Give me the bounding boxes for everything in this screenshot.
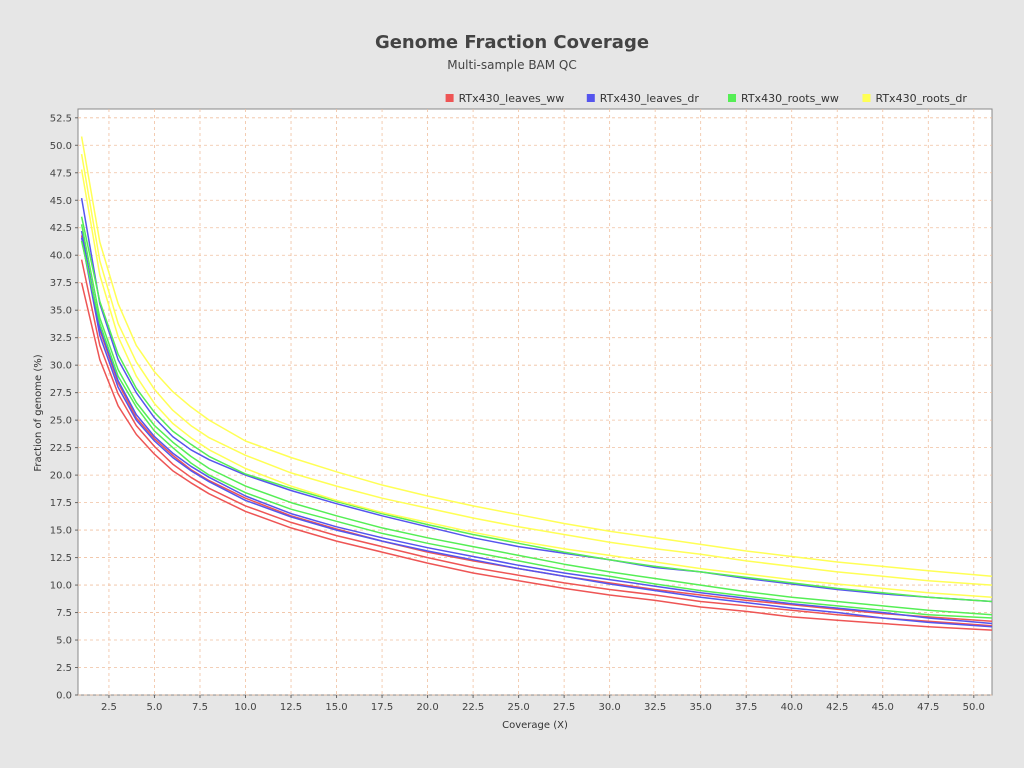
y-tick-label: 12.5 [50, 553, 72, 564]
legend-label: RTx430_roots_ww [741, 92, 839, 105]
x-axis-ticks: 2.5 5.0 7.5 10.0 12.5 15.0 17.5 20.0 22.5 25.0 27.… [101, 695, 985, 713]
series-line-rtx430-roots-ww [80, 240, 993, 619]
chart-title: Genome Fraction Coverage [375, 32, 649, 53]
x-tick-label: 15.0 [325, 702, 347, 713]
x-tick-label: 37.5 [735, 702, 757, 713]
x-tick-label: 7.5 [192, 702, 208, 713]
x-tick-label: 17.5 [371, 702, 393, 713]
x-tick-label: 32.5 [644, 702, 666, 713]
y-tick-label: 0.0 [56, 691, 72, 702]
y-tick-label: 22.5 [50, 443, 72, 454]
x-tick-label: 40.0 [781, 702, 803, 713]
x-tick-label: 50.0 [963, 702, 985, 713]
legend-label: RTx430_leaves_dr [600, 92, 700, 105]
series-line-rtx430-roots-ww [80, 224, 993, 616]
x-tick-label: 42.5 [826, 702, 848, 713]
y-tick-label: 42.5 [50, 223, 72, 234]
y-tick-label: 37.5 [50, 278, 72, 289]
x-tick-label: 27.5 [553, 702, 575, 713]
series-line-rtx430-leaves-dr [80, 237, 993, 628]
x-tick-label: 22.5 [462, 702, 484, 713]
legend-label: RTx430_roots_dr [876, 92, 968, 105]
y-tick-label: 50.0 [50, 141, 72, 152]
y-tick-label: 5.0 [56, 636, 72, 647]
series-line-rtx430-roots-dr [80, 153, 993, 586]
x-tick-label: 5.0 [147, 702, 163, 713]
x-tick-label: 25.0 [507, 702, 529, 713]
y-tick-label: 40.0 [50, 251, 72, 262]
y-tick-label: 45.0 [50, 196, 72, 207]
chart-legend: RTx430_leaves_ww RTx430_leaves_dr RTx430_r… [445, 92, 968, 105]
y-tick-label: 47.5 [50, 168, 72, 179]
series-line-rtx430-leaves-ww [80, 282, 993, 631]
series-line-rtx430-leaves-dr [80, 230, 993, 625]
y-tick-label: 15.0 [50, 526, 72, 537]
x-tick-label: 45.0 [872, 702, 894, 713]
y-tick-label: 32.5 [50, 333, 72, 344]
x-tick-label: 47.5 [917, 702, 939, 713]
y-tick-label: 17.5 [50, 498, 72, 509]
series-line-rtx430-roots-dr [80, 169, 993, 598]
y-tick-label: 52.5 [50, 113, 72, 124]
x-axis-label: Coverage (X) [502, 720, 568, 731]
y-tick-label: 27.5 [50, 388, 72, 399]
y-tick-label: 2.5 [56, 663, 72, 674]
x-tick-label: 35.0 [690, 702, 712, 713]
y-tick-label: 20.0 [50, 471, 72, 482]
x-tick-label: 2.5 [101, 702, 117, 713]
legend-swatch [586, 94, 595, 102]
y-tick-label: 25.0 [50, 416, 72, 427]
y-axis-ticks: 0.0 2.5 5.0 7.5 10.0 12.5 15.0 17.5 20.0 22.5 25.0… [50, 113, 78, 702]
x-tick-label: 30.0 [599, 702, 621, 713]
y-tick-label: 10.0 [50, 581, 72, 592]
series-lines [80, 136, 993, 631]
legend-swatch [862, 94, 871, 102]
chart-subtitle: Multi-sample BAM QC [447, 58, 577, 72]
x-tick-label: 10.0 [234, 702, 256, 713]
y-tick-label: 30.0 [50, 361, 72, 372]
series-line-rtx430-roots-ww [80, 216, 993, 603]
x-tick-label: 12.5 [280, 702, 302, 713]
y-tick-label: 35.0 [50, 306, 72, 317]
series-line-rtx430-leaves-dr [80, 197, 993, 603]
x-tick-label: 20.0 [416, 702, 438, 713]
y-tick-label: 7.5 [56, 608, 72, 619]
plot-area [77, 108, 993, 696]
legend-swatch [728, 94, 736, 102]
series-line-rtx430-leaves-ww [80, 259, 993, 627]
legend-swatch [445, 94, 454, 102]
y-axis-label: Fraction of genome (%) [33, 354, 44, 471]
series-line-rtx430-leaves-ww [80, 235, 993, 623]
series-line-rtx430-roots-dr [80, 136, 993, 578]
legend-label: RTx430_leaves_ww [459, 92, 565, 105]
